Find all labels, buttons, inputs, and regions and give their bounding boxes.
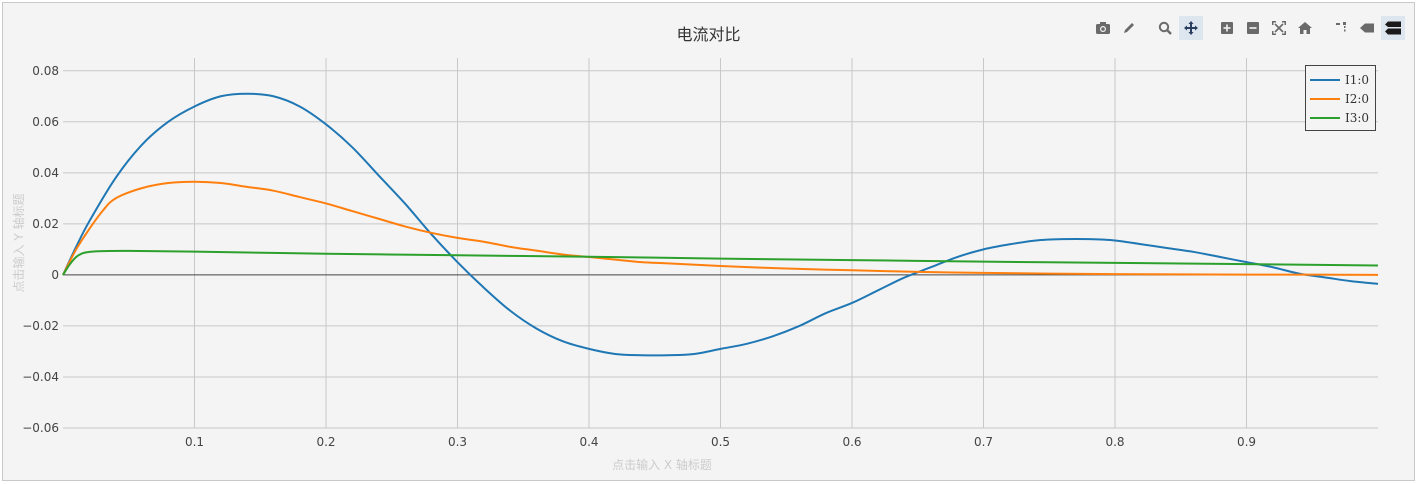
grid-lines (63, 58, 1378, 429)
chart-title: 电流对比 (676, 25, 741, 44)
legend-swatch (1310, 116, 1340, 119)
x-tick-label: 0.6 (842, 435, 861, 449)
series-line-i30[interactable] (62, 249, 1379, 276)
y-axis-title[interactable]: 点击输入 Y 轴标题 (11, 194, 26, 293)
legend-label: I2:0 (1345, 91, 1370, 106)
x-tick-label: 0.3 (448, 435, 467, 449)
axis-ticks: 0.1 0.2 0.3 0.4 0.5 0.6 0.7 0.8 0.9 −0.06 −0.04 −0.… (22, 64, 1256, 449)
legend-item[interactable]: I2:0 (1310, 89, 1375, 108)
legend-label: I3:0 (1345, 110, 1370, 125)
plot-area[interactable]: 0.1 0.2 0.3 0.4 0.5 0.6 0.7 0.8 0.9 −0.06 −0.04 −0.… (3, 3, 1416, 482)
series-line-i10[interactable] (62, 92, 1379, 357)
home-icon[interactable] (1293, 16, 1317, 40)
hover-closest-icon[interactable] (1355, 16, 1379, 40)
legend: I1:0 I2:0 I3:0 (1305, 65, 1376, 131)
legend-swatch (1310, 97, 1340, 100)
x-tick-label: 0.9 (1237, 435, 1256, 449)
series-line-i20[interactable] (62, 180, 1379, 276)
legend-item[interactable]: I1:0 (1310, 70, 1375, 89)
y-tick-label: −0.06 (22, 421, 59, 435)
series-lines (62, 92, 1379, 357)
y-tick-label: 0.04 (32, 166, 59, 180)
y-tick-label: 0 (51, 268, 59, 282)
zoom-out-icon[interactable] (1241, 16, 1265, 40)
autoscale-icon[interactable] (1267, 16, 1291, 40)
x-tick-label: 0.2 (316, 435, 335, 449)
y-tick-label: 0.02 (32, 217, 59, 231)
x-axis-title[interactable]: 点击输入 X 轴标题 (612, 457, 712, 472)
x-tick-label: 0.4 (579, 435, 598, 449)
pencil-icon[interactable] (1117, 16, 1141, 40)
legend-label: I1:0 (1345, 72, 1370, 87)
x-tick-label: 0.1 (185, 435, 204, 449)
y-tick-label: −0.04 (22, 370, 59, 384)
y-tick-label: 0.08 (32, 64, 59, 78)
y-tick-label: −0.02 (22, 319, 59, 333)
modebar (1091, 16, 1405, 40)
zoom-icon[interactable] (1153, 16, 1177, 40)
spike-lines-icon[interactable] (1329, 16, 1353, 40)
legend-item[interactable]: I3:0 (1310, 108, 1375, 127)
pan-icon[interactable] (1179, 16, 1203, 40)
x-tick-label: 0.5 (711, 435, 730, 449)
x-tick-label: 0.8 (1105, 435, 1124, 449)
legend-swatch (1310, 78, 1340, 81)
y-tick-label: 0.06 (32, 115, 59, 129)
camera-icon[interactable] (1091, 16, 1115, 40)
x-tick-label: 0.7 (974, 435, 993, 449)
hover-compare-icon[interactable] (1381, 16, 1405, 40)
zoom-in-icon[interactable] (1215, 16, 1239, 40)
